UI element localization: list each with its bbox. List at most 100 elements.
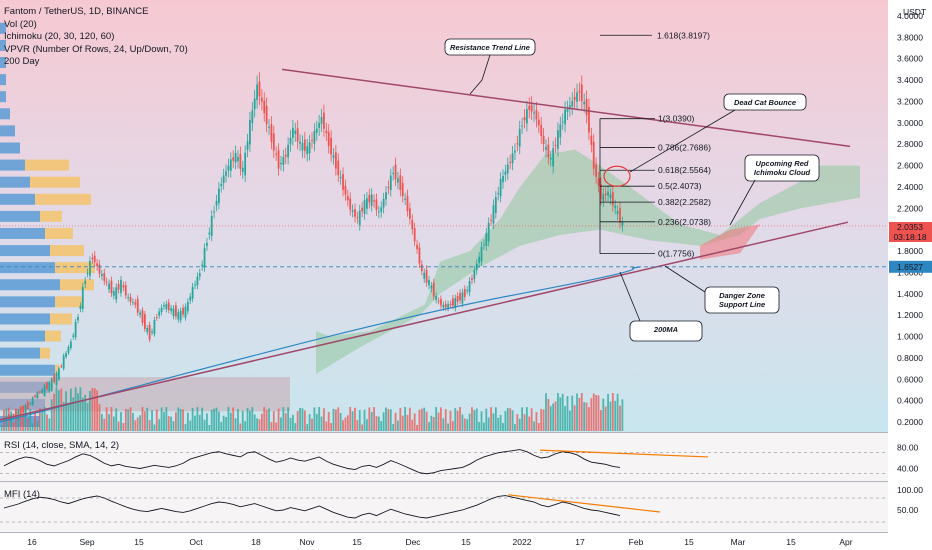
volume-bar: [268, 408, 270, 431]
volume-bar: [136, 417, 139, 431]
volume-bar: [351, 411, 354, 431]
volume-bar: [466, 419, 469, 431]
volume-bar: [504, 410, 507, 431]
volume-bar: [573, 405, 576, 431]
volume-bar: [392, 423, 395, 431]
volume-bar: [263, 407, 266, 431]
volume-bar: [160, 407, 163, 431]
legend-volume[interactable]: Vol (20): [4, 18, 37, 30]
vpvr-up-bar: [0, 57, 6, 69]
legend-ichimoku[interactable]: Ichimoku (20, 30, 120, 60): [4, 31, 115, 42]
volume-bar: [96, 390, 99, 431]
support-trend-line: [0, 221, 849, 421]
fib-level-label: 0.5(2.4073): [658, 181, 702, 191]
volume-bar: [516, 414, 519, 431]
volume-bar: [490, 407, 492, 431]
volume-bar: [404, 407, 407, 431]
candle-body: [170, 308, 173, 312]
candle-body: [182, 307, 184, 315]
candle-body: [41, 389, 44, 393]
candle-body: [155, 317, 158, 319]
price-tick-label: 2.8000: [897, 139, 923, 149]
candle-body: [120, 279, 122, 293]
candle-body: [98, 264, 101, 274]
volume-bar: [401, 415, 404, 431]
volume-bar: [487, 417, 490, 431]
candle-body: [72, 335, 75, 337]
candle-body: [89, 260, 91, 276]
volume-bar: [580, 393, 583, 431]
candle-body: [91, 257, 94, 260]
candle-body: [430, 285, 433, 289]
candle-body: [275, 153, 278, 155]
candle-body: [604, 193, 607, 196]
volume-bar: [494, 407, 497, 431]
candle-body: [158, 311, 161, 316]
candle-body: [308, 142, 311, 154]
volume-bar: [451, 421, 454, 431]
volume-bar: [425, 411, 428, 431]
candle-body: [315, 128, 318, 133]
candle-body: [165, 304, 168, 309]
volume-bar: [143, 411, 146, 431]
fib-level-label: 0.236(2.0738): [658, 217, 711, 227]
legend-200day[interactable]: 200 Day: [4, 56, 40, 67]
volume-bar: [514, 424, 516, 431]
danger-callout-text: Danger Zone: [719, 291, 765, 300]
vpvr-up-bar: [0, 39, 6, 51]
volume-bar: [461, 414, 464, 431]
vpvr-up-bar: [0, 108, 10, 120]
candle-body: [361, 207, 364, 212]
candle-body: [284, 154, 287, 157]
candle-body: [127, 297, 130, 299]
callout-pointer: [664, 265, 706, 293]
candle-body: [619, 207, 621, 223]
ma200-line: [0, 266, 641, 423]
candle-body: [377, 211, 380, 213]
candle-body: [459, 293, 461, 301]
volume-bar: [153, 424, 156, 431]
candle-body: [323, 112, 325, 129]
vpvr-down-bar: [25, 159, 69, 171]
volume-bar: [260, 413, 263, 431]
volume-bar: [428, 422, 430, 431]
volume-bar: [208, 424, 211, 431]
price-tick-label: 0.4000: [897, 396, 923, 406]
volume-bar: [303, 410, 306, 431]
candle-body: [115, 287, 118, 300]
chart-title[interactable]: Fantom / TetherUS, 1D, BINANCE: [4, 6, 149, 17]
mfi-label[interactable]: MFI (14): [4, 489, 40, 500]
rsi-label[interactable]: RSI (14, close, SMA, 14, 2): [4, 440, 120, 451]
volume-bar: [103, 418, 106, 431]
candle-body: [595, 164, 598, 177]
candle-body: [151, 331, 153, 333]
volume-bar: [318, 407, 321, 431]
candle-body: [139, 312, 141, 315]
fib-level-label: 1(3.0390): [658, 114, 695, 124]
time-tick-label: Feb: [629, 537, 644, 547]
volume-bar: [251, 407, 254, 431]
legend-vpvr[interactable]: VPVR (Number Of Rows, 24, Up/Down, 70): [4, 43, 188, 55]
candle-body: [103, 273, 106, 281]
candle-body: [363, 200, 366, 214]
callout-pointer: [619, 271, 641, 322]
volume-bar: [98, 404, 101, 431]
volume-bar: [198, 414, 201, 431]
candle-body: [258, 81, 261, 97]
candle-body: [406, 195, 409, 211]
volume-bar: [284, 413, 287, 431]
volume-bar: [170, 416, 173, 431]
candle-body: [366, 198, 368, 209]
volume-bar: [256, 418, 258, 431]
volume-bar: [151, 410, 153, 431]
volume-bar: [480, 411, 483, 431]
ichimoku-red-cloud: [700, 224, 760, 260]
volume-bar: [289, 417, 292, 431]
candle-body: [246, 141, 249, 150]
volume-bar: [55, 387, 58, 431]
candle-body: [280, 163, 282, 165]
candle-body: [461, 292, 464, 304]
volume-bar: [272, 411, 275, 431]
